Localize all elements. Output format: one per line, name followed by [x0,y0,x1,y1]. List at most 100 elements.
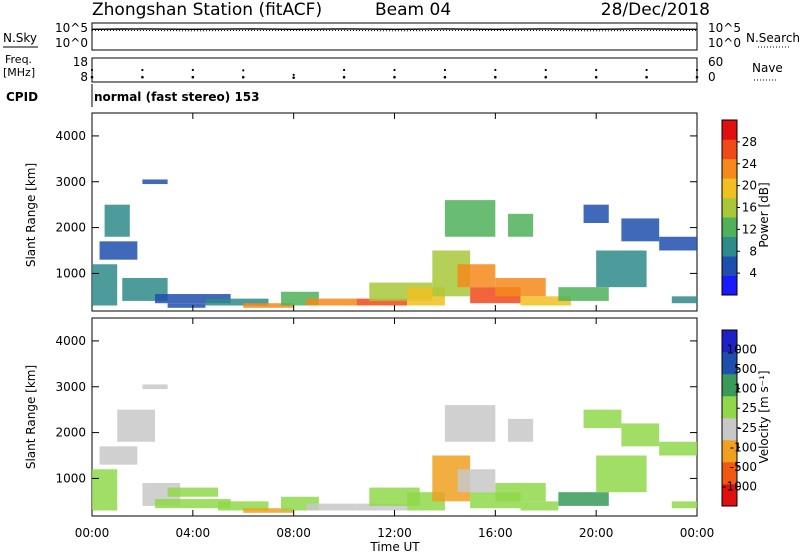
colorbar-swatch [722,120,737,140]
colorbar-tick-label: -100 [730,440,757,454]
echo-region [92,264,118,306]
power-ylabel: Slant Range [km] [24,163,38,267]
colorbar-swatch [722,139,737,160]
echo-region [659,236,697,251]
echo-region [205,298,269,306]
station-title: Zhongshan Station (fitACF) [92,0,322,20]
colorbar-tick-label: 12 [742,222,757,236]
velocity-colorbar: -1000 -500 -100 -25 25 100 500 1000 [721,329,757,507]
freq-point [90,75,94,79]
colorbar-tick-label: 4 [749,266,757,280]
echo-region [671,501,697,509]
x-tick-label: 16:00 [478,526,513,540]
y-tick-label: 3000 [55,175,86,189]
beam-label: Beam 04 [375,0,451,20]
y-tick-label: 1000 [55,266,86,280]
colorbar-tick-label: 500 [734,362,757,376]
x-tick-label: 00:00 [680,526,715,540]
freq-point [141,75,144,79]
echo-region [142,179,168,185]
colorbar-swatch [722,275,737,296]
nsky-label: N.Sky [3,31,37,45]
colorbar-tick-label: 24 [742,157,757,171]
echo-region [142,384,168,390]
echo-region [671,296,697,304]
freq-label-line2: [MHz] [3,66,35,79]
colorbar-tick-label: 16 [742,201,757,215]
power-colorbar: 4 8 12 16 20 24 28 [721,119,757,296]
y-tick-label: 4000 [55,129,86,143]
colorbar-swatch [722,440,737,463]
nave-point [90,68,94,72]
freq-point [645,75,648,79]
echo-region [520,501,559,511]
colorbar-swatch [722,462,737,485]
velocity-ylabel: Slant Range [km] [24,365,38,469]
echo-region [104,204,130,237]
freq-point [544,75,548,79]
echo-region [495,278,546,297]
echo-region [558,287,609,301]
nsky-tick-top: 10^5 [55,21,88,35]
velocity-heatmap [92,384,697,513]
echo-region [306,298,357,306]
nave-point [191,68,194,72]
colorbar-tick-label: -25 [737,421,757,435]
y-tick-label: 2000 [55,426,86,440]
x-tick-label: 04:00 [176,526,211,540]
nave-tick-bottom: 0 [708,70,716,84]
nsky-panel [91,22,698,51]
echo-region [167,487,219,497]
nave-point [595,68,598,72]
nave-tick-top: 60 [708,55,723,69]
power-y-axis: 1000 2000 3000 4000 [55,129,697,280]
x-tick-label: 20:00 [579,526,614,540]
colorbar-tick-label: -1000 [722,479,757,493]
freq-point [393,75,396,79]
nave-point [342,68,346,72]
freq-tick-top: 18 [73,55,88,69]
echo-region [99,446,138,465]
freq-point [695,75,699,79]
nave-point [695,68,699,72]
echo-region [243,508,294,513]
echo-region [243,303,294,308]
nsky-series [91,28,698,32]
colorbar-tick-label: 1000 [726,343,757,357]
echo-region [457,469,496,493]
echo-region [520,296,571,306]
colorbar-swatch [722,217,737,237]
freq-point [191,75,195,79]
echo-region [507,418,534,442]
freq-label-line1: Freq. [5,53,32,66]
colorbar-swatch [722,256,737,276]
nave-point [494,68,497,72]
echo-region [444,405,496,442]
velocity-colorbar-label: Velocity [m s⁻¹] [757,370,771,463]
date-label: 28/Dec/2018 [601,0,710,20]
echo-region [356,298,408,306]
echo-region [167,303,206,308]
echo-region [356,503,408,511]
colorbar-tick-label: 100 [734,382,757,396]
freq-point [494,75,497,79]
x-axis-label: Time UT [369,540,420,554]
echo-region [558,492,609,506]
nave-label: Nave [752,61,783,75]
echo-region [507,213,534,237]
freq-point [292,76,295,79]
echo-region [306,503,357,511]
echo-region [155,499,231,509]
echo-region [583,204,609,223]
nsearch-tick-bottom: 10^0 [708,36,741,50]
cpid-label: CPID [6,90,38,104]
echo-region [583,409,622,428]
echo-region [621,218,660,242]
freq-point [443,75,447,79]
colorbar-tick-label: 28 [742,135,757,149]
y-tick-label: 1000 [55,471,86,485]
x-tick-label: 08:00 [276,526,311,540]
y-tick-label: 3000 [55,380,86,394]
x-tick-label: 12:00 [377,526,412,540]
freq-point [594,75,598,79]
